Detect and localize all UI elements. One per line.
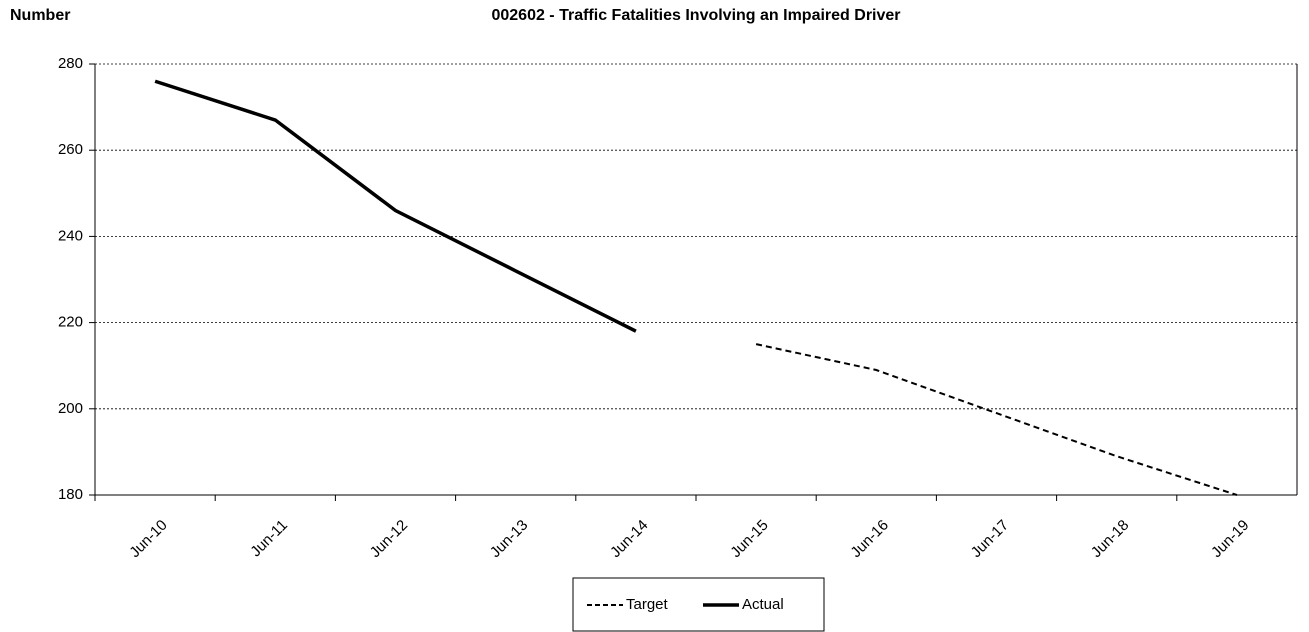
series-line xyxy=(755,343,1238,496)
legend-label: Target xyxy=(626,596,669,613)
x-tick-label: Jun-13 xyxy=(487,517,531,561)
x-tick-label: Jun-14 xyxy=(607,517,651,561)
chart-title: 002602 - Traffic Fatalities Involving an… xyxy=(491,7,900,24)
y-tick-label: 220 xyxy=(58,314,83,331)
x-tick-label: Jun-17 xyxy=(968,517,1012,561)
y-axis-label: Number xyxy=(10,7,70,24)
y-tick-label: 180 xyxy=(58,486,83,503)
y-tick-label: 240 xyxy=(58,227,83,244)
y-tick-label: 280 xyxy=(58,55,83,72)
x-tick-label: Jun-19 xyxy=(1208,517,1252,561)
y-tick-label: 260 xyxy=(58,141,83,158)
x-tick-label: Jun-16 xyxy=(847,517,891,561)
x-tick-label: Jun-12 xyxy=(367,517,411,561)
x-tick-label: Jun-18 xyxy=(1088,517,1132,561)
y-tick-label: 200 xyxy=(58,400,83,417)
x-tick-label: Jun-10 xyxy=(126,517,170,561)
legend-label: Actual xyxy=(742,596,784,613)
series-line xyxy=(154,79,637,333)
x-tick-label: Jun-11 xyxy=(247,517,291,561)
legend-box xyxy=(572,577,825,632)
x-tick-label: Jun-15 xyxy=(727,517,771,561)
